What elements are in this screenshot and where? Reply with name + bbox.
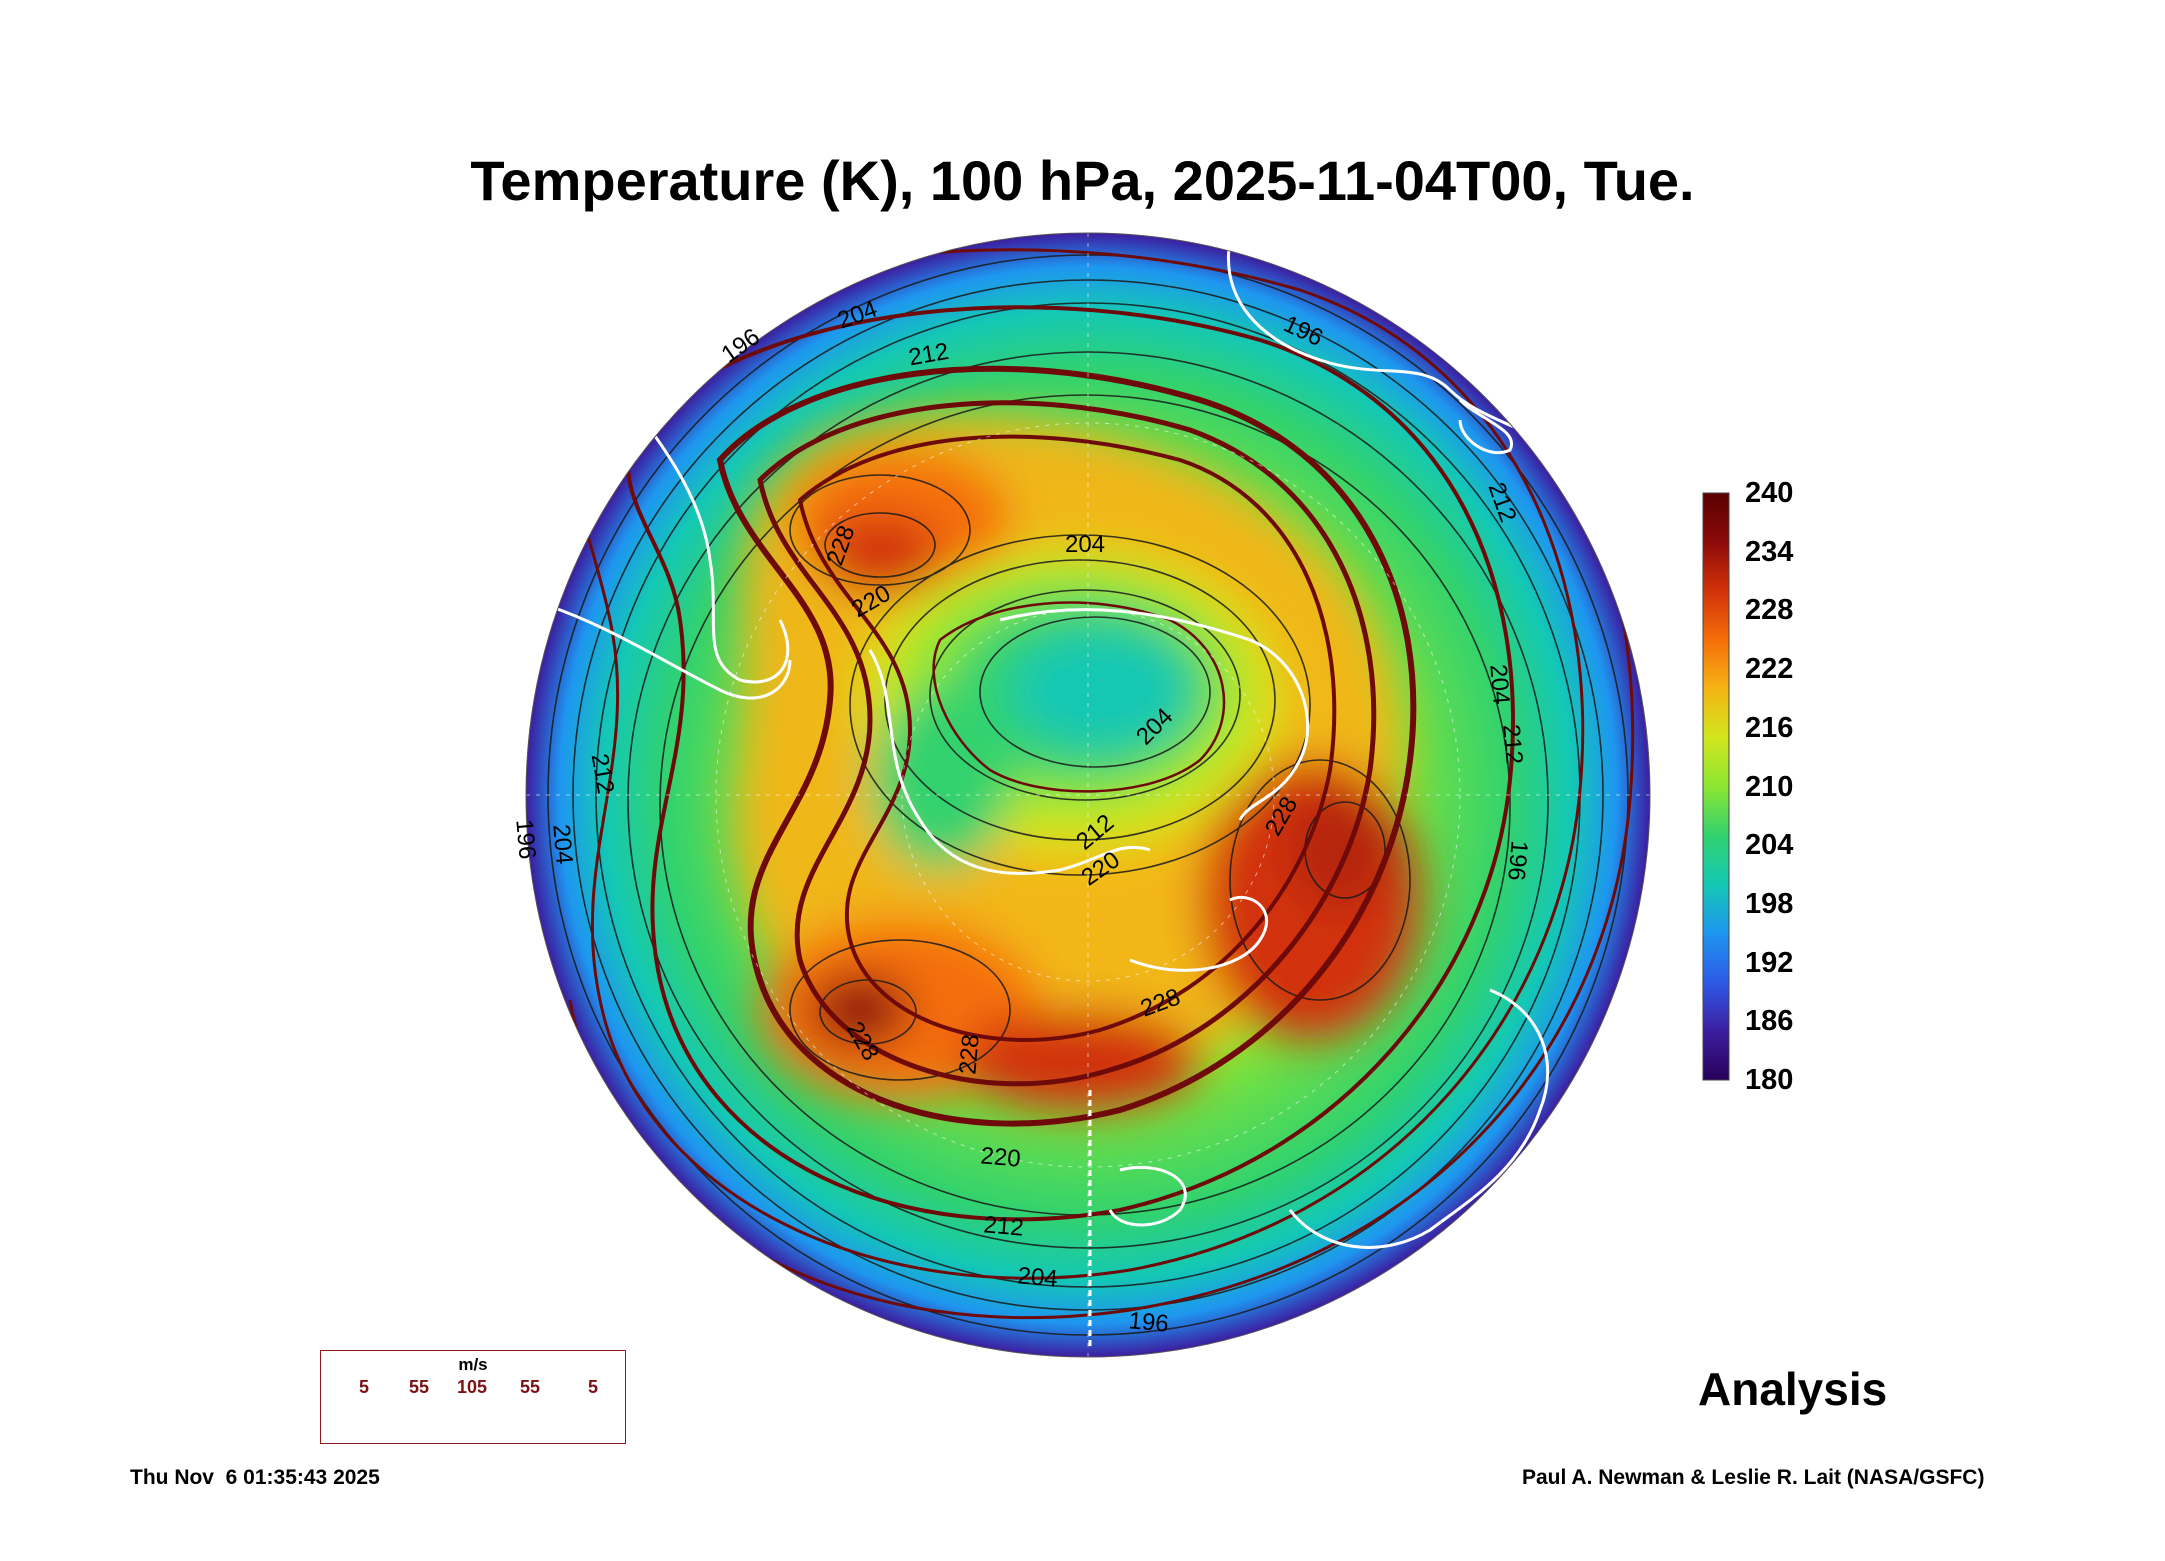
colorbar-tick-label: 198 (1745, 887, 1794, 920)
contour-label: 204 (1065, 531, 1105, 558)
contour-label: 212 (983, 1211, 1025, 1241)
colorbar-tick-label: 240 (1745, 477, 1794, 509)
map-title: Temperature (K), 100 hPa, 2025-11-04T00,… (470, 149, 1695, 212)
coastlines (529, 239, 1550, 1350)
product-label: Analysis (1698, 1363, 1888, 1415)
wind-streamlines (568, 233, 1635, 1319)
colorbar-scale (1702, 492, 1730, 1081)
colorbar-tick-label: 210 (1745, 770, 1794, 803)
colorbar-tick-label: 180 (1745, 1064, 1794, 1096)
wind-unit: m/s (458, 1355, 488, 1374)
wind-speed-label: 55 (408, 1377, 430, 1397)
contour-label: 196 (510, 818, 540, 860)
contour-label: 196 (1128, 1307, 1170, 1337)
contour-label: 204 (547, 823, 577, 865)
colorbar-tick-label: 204 (1745, 829, 1794, 862)
wind-speed-label: 5 (358, 1377, 370, 1397)
wind-speed-label: 55 (519, 1377, 541, 1397)
wind-speed-legend: m/s 5 55 105 55 5 (320, 1350, 626, 1444)
contour-label: 204 (1484, 663, 1514, 705)
contour-label: 196 (1502, 840, 1532, 882)
contour-labels: 1962042121962042122282202042122202282121… (510, 295, 1532, 1337)
colorbar-tick-label: 234 (1745, 535, 1794, 568)
contour-label: 212 (1497, 723, 1527, 765)
colorbar-tick-label: 186 (1745, 1005, 1794, 1038)
map-border (525, 232, 1651, 1358)
contour-label: 228 (954, 1033, 984, 1075)
contour-label: 204 (1017, 1262, 1059, 1292)
temperature-field (526, 233, 1650, 1357)
wind-speed-label: 105 (456, 1377, 488, 1397)
credit: Paul A. Newman & Leslie R. Lait (NASA/GS… (1522, 1466, 1985, 1489)
colorbar-tick-label: 222 (1745, 653, 1794, 686)
contour-label: 220 (980, 1142, 1022, 1172)
colorbar-tick-label: 192 (1745, 946, 1794, 979)
timestamp: Thu Nov 6 01:35:43 2025 (130, 1466, 380, 1489)
colorbar (1702, 492, 1730, 1081)
colorbar-tick-label: 228 (1745, 594, 1794, 627)
colorbar-tick-label: 216 (1745, 711, 1794, 744)
wind-speed-label: 5 (587, 1377, 599, 1397)
